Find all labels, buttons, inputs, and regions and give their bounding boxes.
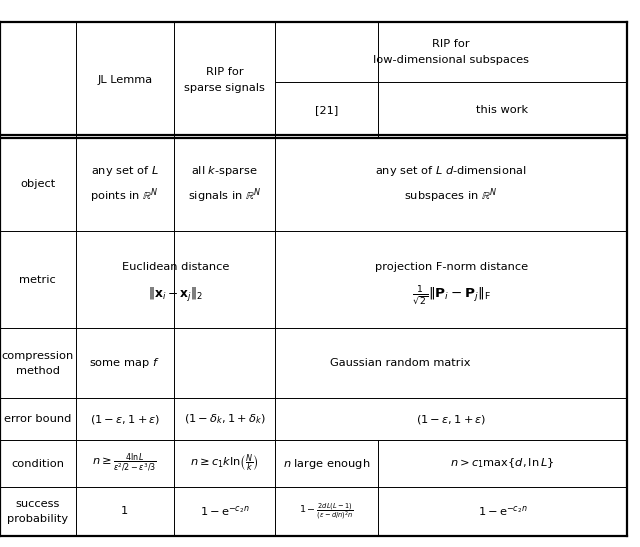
Text: $1 - \mathrm{e}^{-c_2 n}$: $1 - \mathrm{e}^{-c_2 n}$ [477,504,527,519]
Text: compression
method: compression method [2,351,74,376]
Text: $n \geq c_1 k\ln\!\left(\frac{N}{k}\right)$: $n \geq c_1 k\ln\!\left(\frac{N}{k}\righ… [190,453,259,474]
Text: JL Lemma: JL Lemma [97,75,152,85]
Text: $(1-\varepsilon, 1+\varepsilon)$: $(1-\varepsilon, 1+\varepsilon)$ [90,413,160,426]
Text: $n \geq \frac{4\ln L}{\varepsilon^2/2 - \varepsilon^3/3}$: $n \geq \frac{4\ln L}{\varepsilon^2/2 - … [92,452,157,475]
Text: 1: 1 [121,507,129,516]
Text: error bound: error bound [4,414,72,424]
Text: object: object [20,179,56,189]
Text: any set of $L$ $d$-dimensional
subspaces in $\mathbb{R}^N$: any set of $L$ $d$-dimensional subspaces… [376,164,527,205]
Text: $n$ large enough: $n$ large enough [283,457,370,470]
Text: $1-\frac{2dL(L-1)}{(\varepsilon - d/n)^2 n}$: $1-\frac{2dL(L-1)}{(\varepsilon - d/n)^2… [299,501,354,522]
Text: $\frac{1}{\sqrt{2}}\|\mathbf{P}_i - \mathbf{P}_j\|_{\mathrm{F}}$: $\frac{1}{\sqrt{2}}\|\mathbf{P}_i - \mat… [412,283,491,307]
Text: any set of $L$
points in $\mathbb{R}^N$: any set of $L$ points in $\mathbb{R}^N$ [90,164,159,205]
Text: $(1-\varepsilon, 1+\varepsilon)$: $(1-\varepsilon, 1+\varepsilon)$ [416,413,486,426]
Text: $(1-\delta_k, 1+\delta_k)$: $(1-\delta_k, 1+\delta_k)$ [184,412,266,426]
Text: $n > c_1\max\{d, \ln L\}$: $n > c_1\max\{d, \ln L\}$ [451,457,554,470]
Text: success
probability: success probability [7,499,68,524]
Text: Euclidean distance: Euclidean distance [122,263,229,272]
Text: Gaussian random matrix: Gaussian random matrix [330,358,471,368]
Text: condition: condition [12,458,64,469]
Text: all $k$-sparse
signals in $\mathbb{R}^N$: all $k$-sparse signals in $\mathbb{R}^N$ [188,164,261,205]
Text: [21]: [21] [315,105,338,115]
Text: projection F-norm distance: projection F-norm distance [374,263,528,272]
Text: $\|\mathbf{x}_i - \mathbf{x}_j\|_2$: $\|\mathbf{x}_i - \mathbf{x}_j\|_2$ [148,286,203,304]
Text: RIP for
low-dimensional subspaces: RIP for low-dimensional subspaces [373,39,529,65]
Text: metric: metric [19,275,56,284]
Text: $1 - \mathrm{e}^{-c_2 n}$: $1 - \mathrm{e}^{-c_2 n}$ [200,504,250,519]
Text: this work: this work [476,105,529,115]
Text: some map $f$: some map $f$ [90,356,160,370]
Text: RIP for
sparse signals: RIP for sparse signals [184,67,265,93]
